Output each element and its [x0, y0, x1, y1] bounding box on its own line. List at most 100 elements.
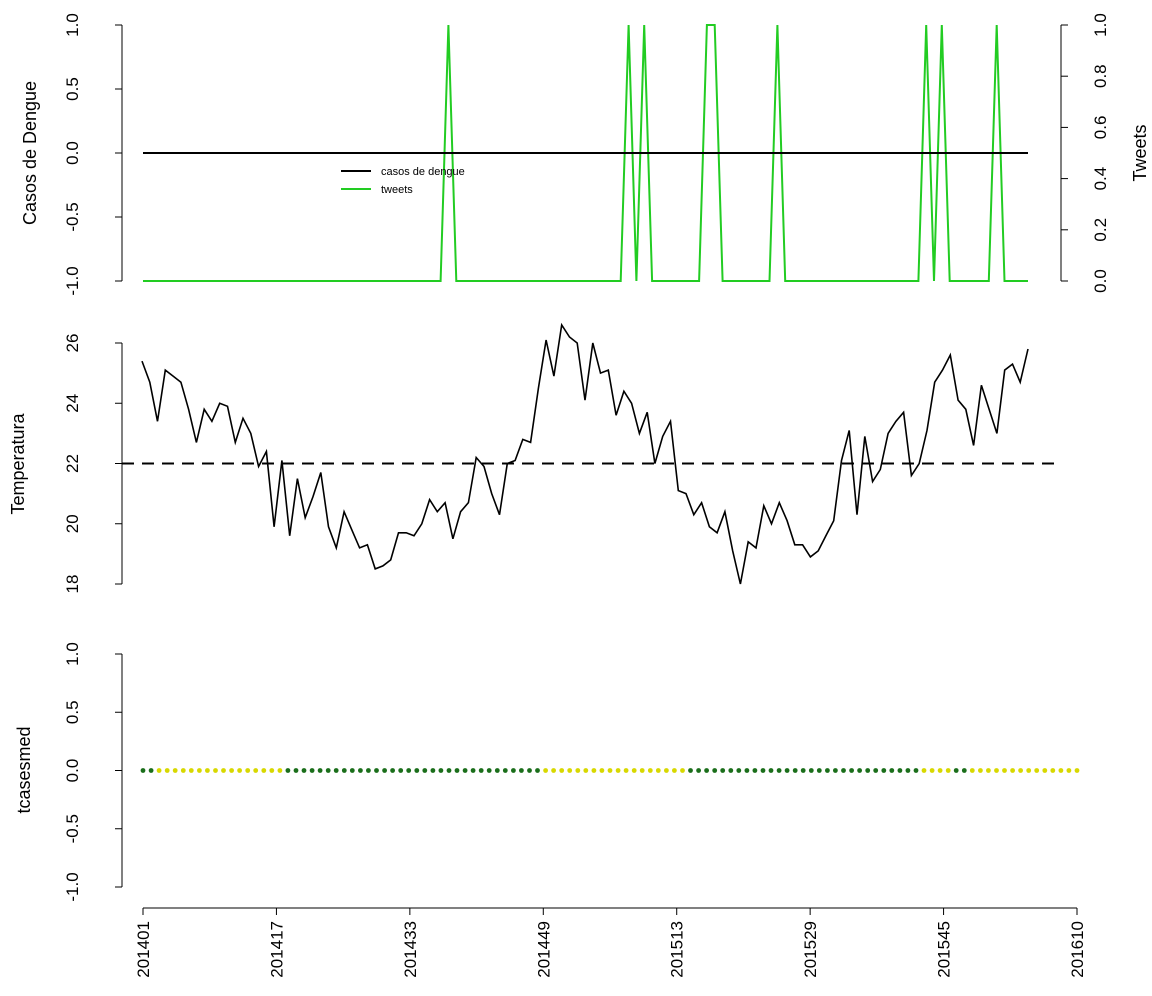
data-point — [1002, 768, 1007, 773]
data-point — [994, 768, 999, 773]
data-point — [776, 768, 782, 773]
data-point — [647, 768, 653, 773]
data-point — [277, 768, 283, 773]
data-point — [913, 768, 919, 773]
y-tick-label: 20 — [63, 514, 82, 533]
x-tick-label: 201401 — [134, 921, 153, 978]
data-point — [293, 768, 299, 773]
y-tick-label: 1.0 — [63, 642, 82, 666]
data-point — [728, 768, 734, 773]
data-point — [591, 768, 597, 773]
data-point — [631, 768, 637, 773]
data-point — [382, 768, 387, 773]
data-point — [317, 768, 323, 773]
data-point — [390, 768, 395, 773]
data-point — [333, 768, 339, 773]
data-point — [180, 768, 186, 773]
data-point — [1010, 768, 1015, 773]
y-axis-label: tcasesmed — [14, 726, 34, 813]
panel-temperature: 18 20 22 24 26 Temperatura — [8, 322, 1060, 593]
data-point — [937, 768, 943, 773]
data-point — [905, 768, 911, 773]
data-point — [1026, 768, 1032, 773]
right-y-tick-label: 0.2 — [1091, 218, 1110, 242]
data-point — [349, 768, 355, 773]
data-point — [1058, 768, 1064, 773]
y-tick-label: 0.5 — [63, 700, 82, 724]
data-point — [760, 768, 766, 773]
x-tick-label: 201545 — [935, 921, 954, 978]
y-tick-label: -1.0 — [63, 872, 82, 901]
data-point — [961, 768, 967, 773]
right-y-tick-label: 1.0 — [1091, 13, 1110, 37]
data-point — [140, 768, 146, 773]
data-point — [607, 768, 613, 773]
data-point — [309, 768, 315, 773]
data-point — [696, 768, 701, 773]
left-y-tick-label: -1.0 — [63, 266, 82, 295]
data-point — [857, 768, 862, 773]
data-point — [172, 768, 178, 773]
data-point — [1018, 768, 1023, 773]
data-point — [551, 768, 556, 773]
y-tick-label: 24 — [63, 394, 82, 413]
data-point — [221, 768, 226, 773]
data-point — [800, 768, 806, 773]
data-point — [559, 768, 565, 773]
data-point — [1074, 768, 1080, 773]
data-point — [398, 768, 404, 773]
data-point — [986, 768, 991, 773]
left-y-tick-label: -0.5 — [63, 202, 82, 231]
data-point — [1066, 768, 1072, 773]
data-point — [535, 768, 540, 773]
data-point — [704, 768, 709, 773]
data-point — [599, 768, 605, 773]
data-point — [744, 768, 750, 773]
data-point — [205, 768, 210, 773]
data-point — [188, 768, 194, 773]
data-point — [720, 768, 726, 773]
data-point — [462, 768, 468, 773]
data-point — [148, 768, 154, 773]
data-point — [519, 768, 524, 773]
data-point — [881, 768, 887, 773]
data-point — [494, 768, 500, 773]
data-point — [454, 768, 460, 773]
data-point — [164, 768, 170, 773]
left-y-tick-label: 0.0 — [63, 141, 82, 165]
data-point — [639, 768, 645, 773]
data-point — [841, 768, 846, 773]
data-point — [672, 768, 677, 773]
data-point — [680, 768, 685, 773]
data-point — [953, 768, 959, 773]
data-point — [511, 768, 516, 773]
data-point — [833, 768, 838, 773]
data-point — [414, 768, 420, 773]
data-point — [583, 768, 589, 773]
data-point — [655, 768, 661, 773]
data-point — [478, 768, 484, 773]
data-point — [897, 768, 903, 773]
data-point — [768, 768, 774, 773]
data-point — [422, 768, 428, 773]
data-point — [197, 768, 202, 773]
right-y-axis-label: Tweets — [1130, 124, 1150, 181]
data-point — [825, 768, 830, 773]
y-tick-label: -0.5 — [63, 814, 82, 843]
panel-tcasesmed: -1.0 -0.5 0.0 0.5 1.0 tcasesmed 201401 201417 20… — [14, 642, 1087, 978]
right-y-tick-label: 0.8 — [1091, 64, 1110, 88]
panel-dengue-tweets: -1.0 -0.5 0.0 0.5 1.0 Casos de Dengue 0.0 0.2 0.… — [20, 13, 1150, 295]
x-tick-label: 201513 — [668, 921, 687, 978]
x-tick-label: 201449 — [534, 921, 553, 978]
data-point — [688, 768, 693, 773]
data-point — [969, 768, 975, 773]
x-tick-label: 201433 — [401, 921, 420, 978]
data-point — [664, 768, 669, 773]
data-point — [358, 768, 363, 773]
data-point — [792, 768, 798, 773]
data-point — [736, 768, 742, 773]
left-y-tick-label: 0.5 — [63, 77, 82, 101]
data-point — [374, 768, 379, 773]
data-point — [945, 768, 951, 773]
